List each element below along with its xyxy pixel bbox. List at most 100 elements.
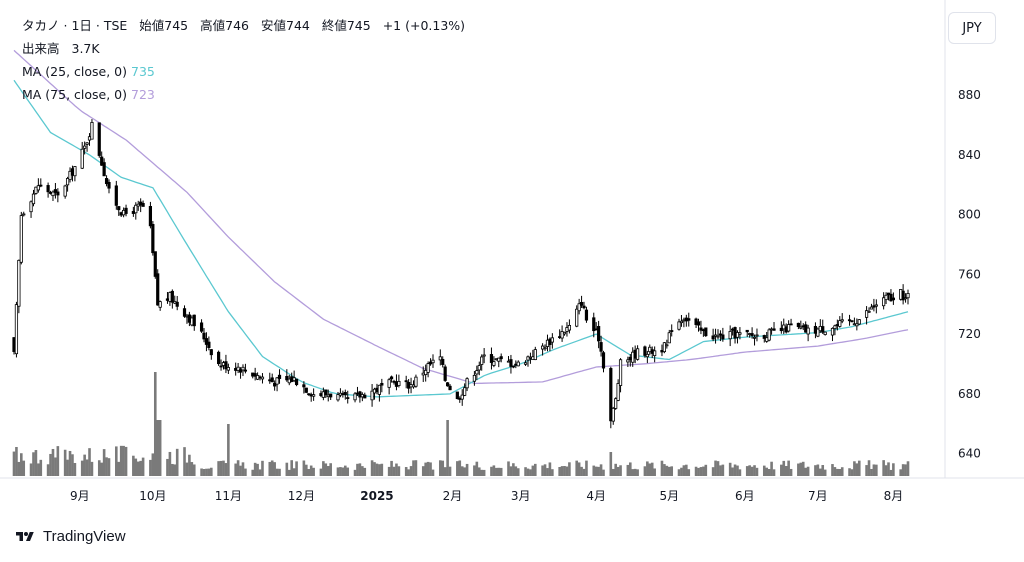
volume-bar	[51, 448, 55, 476]
change-value: +1 (+0.13%)	[382, 18, 466, 33]
price-axis[interactable]: 640 680 720 760 800 840 880	[958, 88, 981, 460]
volume-bar	[755, 467, 759, 476]
volume-bar	[426, 461, 430, 476]
volume-bar	[227, 424, 230, 476]
volume-bar	[460, 466, 464, 476]
volume-bar	[309, 465, 313, 476]
volume-bar	[577, 462, 581, 476]
candle-body	[550, 337, 554, 343]
candle-body	[857, 319, 861, 325]
candle-body	[618, 359, 623, 386]
candle-body	[662, 342, 667, 353]
exchange-label: TSE	[103, 18, 128, 33]
candle-body	[579, 301, 584, 306]
volume-bar	[787, 460, 790, 476]
candle-body	[114, 185, 118, 206]
time-axis[interactable]: 9月 10月 11月 12月 2025 2月 3月 4月 5月 6月 7月 8月	[70, 489, 903, 503]
volume-label: 出来高	[22, 41, 60, 56]
candle-body	[192, 314, 196, 327]
volume-bar	[253, 462, 257, 476]
tradingview-logo-icon	[16, 531, 34, 541]
volume-bar	[217, 461, 220, 476]
interval-label[interactable]: 1日	[71, 18, 92, 33]
volume-bar	[762, 465, 766, 476]
volume-bar	[772, 469, 776, 476]
candle-body	[153, 251, 157, 277]
ma25-legend-row[interactable]: MA (25, close, 0) 735	[22, 60, 465, 83]
volume-bar	[256, 463, 259, 476]
volume-bar	[492, 465, 496, 476]
candle-body	[175, 301, 179, 307]
volume-bar	[412, 460, 415, 476]
volume-bar	[533, 463, 537, 476]
volume-bar	[628, 462, 632, 476]
volume-bar	[54, 457, 57, 476]
volume-bar	[192, 464, 196, 476]
volume-bar	[429, 462, 432, 476]
candle-body	[735, 332, 740, 338]
candle-body	[441, 359, 445, 365]
candle-body	[582, 305, 586, 309]
candle-body	[294, 378, 299, 386]
candle-body	[626, 359, 630, 363]
candle-body	[864, 310, 869, 318]
volume-bar	[175, 448, 179, 476]
volume-bar	[865, 465, 868, 476]
volume-bar	[32, 452, 35, 476]
volume-bar	[292, 468, 296, 476]
volume-bar	[780, 464, 783, 476]
volume-bar	[234, 463, 237, 476]
low-value: 744	[286, 18, 310, 33]
candle-body	[85, 142, 89, 145]
volume-bar	[904, 464, 907, 476]
volume-bar	[370, 460, 374, 476]
volume-bar	[168, 451, 172, 476]
candle-body	[882, 297, 886, 307]
volume-bar	[646, 461, 649, 476]
candle-body	[789, 323, 793, 326]
volume-bar	[105, 457, 108, 476]
candle-body	[850, 320, 854, 323]
volume-bar	[224, 463, 228, 476]
symbol-name[interactable]: タカノ	[22, 18, 60, 33]
candle-body	[611, 407, 615, 422]
volume-bar	[702, 466, 705, 476]
volume-bar	[804, 467, 807, 476]
candle-body	[275, 377, 279, 385]
candle-body	[847, 319, 852, 322]
candle-body	[134, 204, 138, 214]
candle-body	[107, 181, 111, 189]
candle-body	[728, 330, 732, 340]
volume-bar	[241, 462, 245, 476]
volume-bar	[490, 466, 493, 476]
candle-body	[816, 328, 820, 337]
volume-bar	[207, 468, 211, 476]
candle-body	[806, 327, 810, 335]
candle-body	[716, 335, 720, 338]
candle-body	[516, 361, 520, 367]
volume-bar	[887, 462, 890, 476]
candle-body	[533, 349, 537, 361]
price-tick-label: 760	[958, 267, 981, 281]
volume-bar	[733, 464, 737, 476]
candle-body	[46, 185, 50, 193]
candle-body	[387, 379, 391, 388]
candle-body	[431, 359, 435, 364]
candle-body	[665, 344, 669, 347]
currency-button[interactable]: JPY	[948, 12, 996, 44]
volume-bar	[507, 461, 510, 476]
volume-bar	[395, 463, 398, 476]
symbol-info-row: タカノ · 1日 · TSE 始値745 高値746 安値744 終値745 +…	[22, 18, 466, 33]
price-tick-label: 840	[958, 148, 981, 162]
candle-body	[182, 308, 187, 317]
volume-bar	[643, 466, 647, 476]
volume-bar	[665, 465, 669, 476]
tradingview-logo[interactable]: TradingView	[12, 528, 126, 545]
volume-bar	[375, 463, 379, 476]
candle-body	[199, 322, 204, 332]
volume-bar	[784, 466, 788, 476]
volume-bar	[884, 465, 888, 476]
candle-body	[823, 331, 827, 335]
ma75-legend-row[interactable]: MA (75, close, 0) 723	[22, 83, 465, 106]
